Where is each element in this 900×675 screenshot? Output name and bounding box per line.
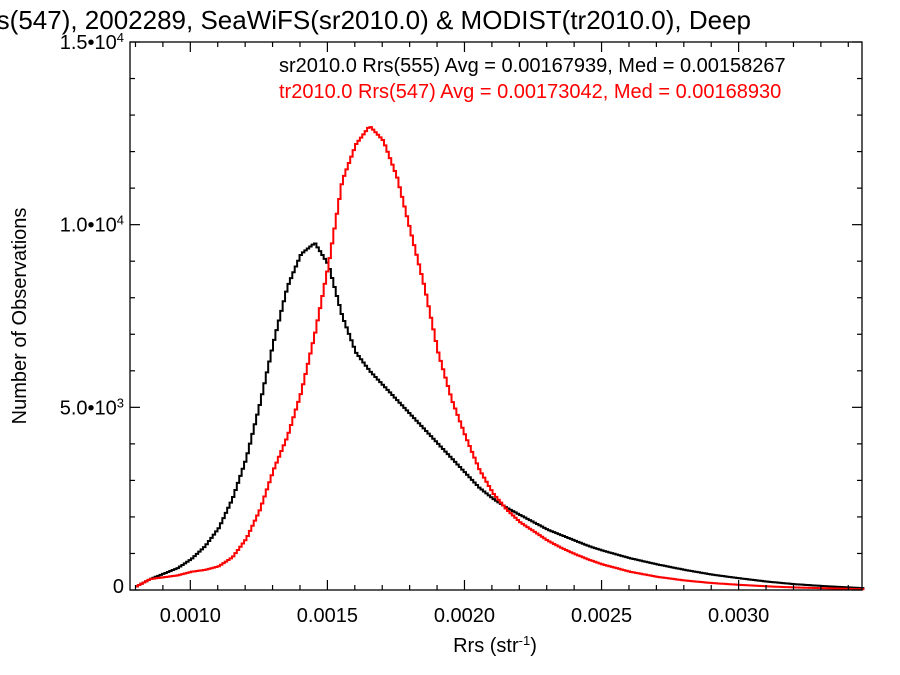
- series-layer: [135, 126, 865, 591]
- y-tick-exponent: 4: [117, 30, 124, 45]
- x-axis-label-superscript: -1: [519, 633, 531, 648]
- y-tick-label: 0: [113, 576, 124, 598]
- legend-entry-sr2010: sr2010.0 Rrs(555) Avg = 0.00167939, Med …: [279, 55, 786, 77]
- y-tick-exponent: 3: [117, 395, 124, 410]
- x-tick-label: 0.0025: [571, 605, 632, 627]
- x-tick-label: 0.0030: [708, 605, 769, 627]
- y-tick-label: 5.0•103: [60, 395, 124, 420]
- series-sr2010-line: [135, 242, 865, 590]
- y-tick-mantissa: 1.0•10: [60, 215, 117, 237]
- y-axis-label: Number of Observations: [9, 208, 31, 425]
- x-axis-label-main: Rrs (str: [453, 635, 519, 657]
- axes-layer: 0.0010 0.0015 0.0020 0.0025 0.0030 0 5.0•103 1.…: [60, 30, 862, 627]
- legend: sr2010.0 Rrs(555) Avg = 0.00167939, Med …: [279, 55, 786, 103]
- series-tr2010-line: [135, 126, 865, 591]
- legend-entry-tr2010: tr2010.0 Rrs(547) Avg = 0.00173042, Med …: [279, 81, 781, 103]
- x-tick-label: 0.0020: [434, 605, 495, 627]
- y-tick-label: 1.5•104: [60, 30, 124, 55]
- chart-title: rs(547), 2002289, SeaWiFS(sr2010.0) & MO…: [0, 5, 751, 35]
- plot-frame: [129, 41, 863, 591]
- x-axis-label-end: ): [530, 635, 537, 657]
- x-tick-label: 0.0015: [297, 605, 358, 627]
- y-tick-mantissa: 5.0•10: [60, 397, 117, 419]
- y-tick-exponent: 4: [117, 212, 124, 227]
- x-tick-label: 0.0010: [160, 605, 221, 627]
- y-tick-mantissa: 0: [113, 576, 124, 598]
- y-tick-label: 1.0•104: [60, 212, 124, 237]
- y-tick-mantissa: 1.5•10: [60, 32, 117, 54]
- x-axis-label: Rrs (str-1): [453, 633, 537, 658]
